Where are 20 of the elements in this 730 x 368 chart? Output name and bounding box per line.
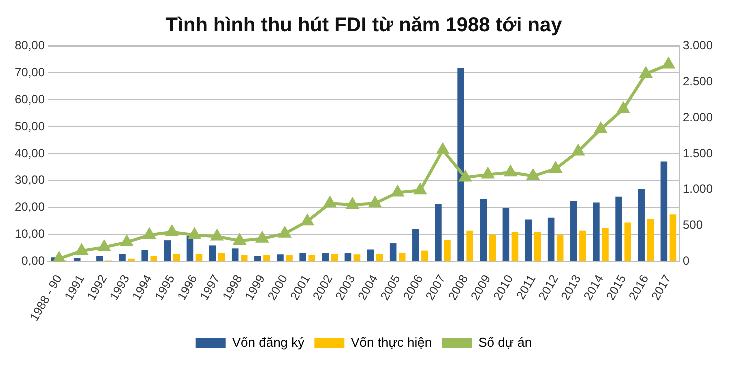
- y2-tick-label: 3.000: [682, 38, 714, 52]
- y-tick-label: 0,00: [22, 254, 46, 268]
- y2-tick-label: 1.000: [682, 182, 714, 196]
- y-tick-label: 20,00: [15, 200, 46, 214]
- y-tick-label: 40,00: [15, 146, 46, 160]
- chart-title: Tình hình thu hút FDI từ năm 1988 tới nay: [166, 14, 564, 37]
- y-tick-label: 10,00: [15, 227, 46, 242]
- y2-tick-label: 0: [682, 254, 690, 268]
- y-tick-label: 60,00: [15, 92, 46, 106]
- legend-label: Vốn đăng ký: [232, 335, 306, 350]
- legend-label: Số dự án: [478, 335, 532, 350]
- y-tick-label: 80,00: [15, 38, 46, 52]
- y2-tick-label: 1.500: [682, 146, 714, 160]
- y2-tick-label: 2.000: [682, 110, 714, 124]
- y2-tick-label: 2.500: [682, 74, 714, 88]
- y-tick-label: 70,00: [15, 65, 46, 80]
- y-tick-label: 50,00: [15, 119, 46, 134]
- y2-tick-label: 500: [682, 218, 704, 232]
- legend-label: Vốn thực hiện: [351, 335, 432, 350]
- y-tick-label: 30,00: [15, 173, 46, 188]
